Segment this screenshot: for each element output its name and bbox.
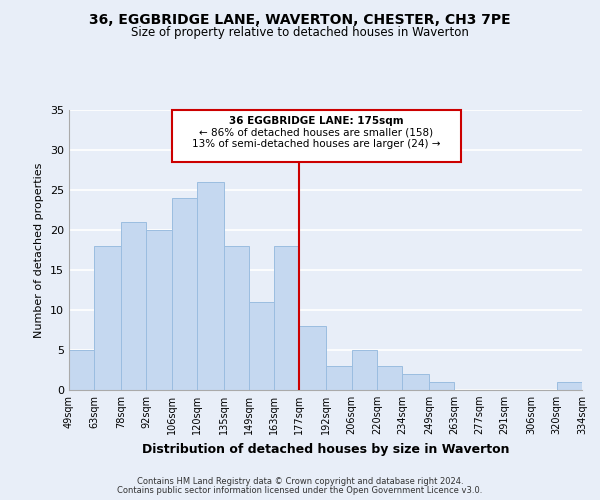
Bar xyxy=(146,230,172,390)
Bar xyxy=(274,246,299,390)
Bar xyxy=(249,302,274,390)
Text: Size of property relative to detached houses in Waverton: Size of property relative to detached ho… xyxy=(131,26,469,39)
Bar xyxy=(121,222,146,390)
Bar xyxy=(172,198,197,390)
Text: 36, EGGBRIDGE LANE, WAVERTON, CHESTER, CH3 7PE: 36, EGGBRIDGE LANE, WAVERTON, CHESTER, C… xyxy=(89,12,511,26)
Bar xyxy=(299,326,326,390)
Text: Contains HM Land Registry data © Crown copyright and database right 2024.: Contains HM Land Registry data © Crown c… xyxy=(137,477,463,486)
Text: ← 86% of detached houses are smaller (158): ← 86% of detached houses are smaller (15… xyxy=(199,128,434,138)
Text: Contains public sector information licensed under the Open Government Licence v3: Contains public sector information licen… xyxy=(118,486,482,495)
FancyBboxPatch shape xyxy=(172,110,461,162)
Bar xyxy=(197,182,224,390)
Bar xyxy=(429,382,454,390)
X-axis label: Distribution of detached houses by size in Waverton: Distribution of detached houses by size … xyxy=(142,442,509,456)
Text: 36 EGGBRIDGE LANE: 175sqm: 36 EGGBRIDGE LANE: 175sqm xyxy=(229,116,404,126)
Bar xyxy=(377,366,402,390)
Bar xyxy=(402,374,429,390)
Y-axis label: Number of detached properties: Number of detached properties xyxy=(34,162,44,338)
Bar xyxy=(224,246,249,390)
Bar xyxy=(557,382,582,390)
Bar xyxy=(94,246,121,390)
Bar xyxy=(69,350,94,390)
Bar xyxy=(352,350,377,390)
Text: 13% of semi-detached houses are larger (24) →: 13% of semi-detached houses are larger (… xyxy=(192,139,441,149)
Bar xyxy=(326,366,352,390)
